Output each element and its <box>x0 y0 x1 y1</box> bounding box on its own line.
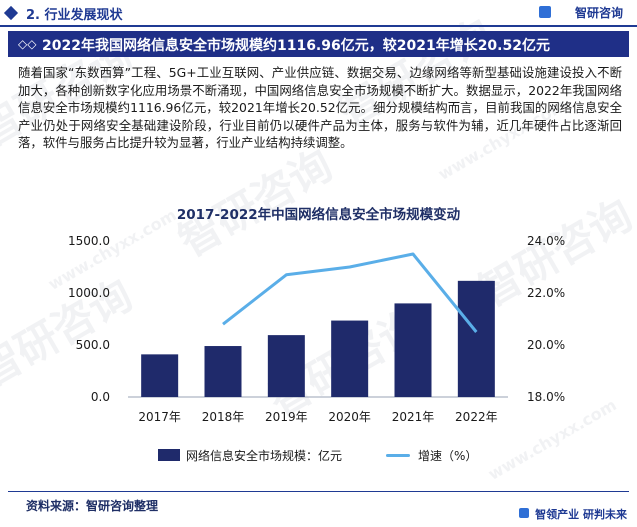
section-title: 2. 行业发展现状 <box>26 8 123 23</box>
double-diamond-icon: ◇◇ <box>18 37 37 51</box>
chart-bar <box>457 280 495 397</box>
growth-line <box>222 252 478 333</box>
legend-bar-label: 网络信息安全市场规模：亿元 <box>186 449 343 463</box>
legend-line-label: 增速（%） <box>418 449 478 463</box>
chart-bar <box>331 320 369 397</box>
footer-slogan: 智领产业 研判未来 <box>535 508 627 521</box>
y-right-tick-label: 18.0% <box>527 390 565 404</box>
chart-legend: 网络信息安全市场规模：亿元 增速（%） <box>0 446 637 464</box>
y-left-tick-label: 1000.0 <box>68 286 110 300</box>
body-paragraph: 随着国家“东数西算”工程、5G+工业互联网、产业供应链、数据交易、边缘网络等新型… <box>18 65 622 151</box>
top-bar: 2. 行业发展现状 智研咨询 <box>0 0 637 26</box>
y-left-tick-label: 500.0 <box>76 338 110 352</box>
x-tick-label: 2021年 <box>392 410 435 424</box>
bottom-divider <box>8 491 629 492</box>
y-left-tick-label: 1500.0 <box>68 234 110 248</box>
x-tick-label: 2022年 <box>455 410 498 424</box>
brand-name: 智研咨询 <box>574 6 623 20</box>
legend-line-swatch <box>386 454 410 457</box>
x-tick-label: 2017年 <box>138 410 181 424</box>
x-tick-label: 2018年 <box>202 410 245 424</box>
source-note: 资料来源：智研咨询整理 <box>26 499 159 513</box>
chart-bar <box>267 335 305 397</box>
y-left-tick-label: 0.0 <box>91 390 110 404</box>
y-right-tick-label: 20.0% <box>527 338 565 352</box>
headline-text: 2022年我国网络信息安全市场规模约1116.96亿元，较2021年增长20.5… <box>42 38 550 54</box>
brand-logo-icon <box>539 6 551 18</box>
top-divider <box>0 25 637 27</box>
x-tick-label: 2020年 <box>328 410 371 424</box>
x-tick-label: 2019年 <box>265 410 308 424</box>
chart-title: 2017-2022年中国网络信息安全市场规模变动 <box>176 207 461 223</box>
brand-logo-icon <box>519 508 529 518</box>
y-right-tick-label: 24.0% <box>527 234 565 248</box>
headline-banner: ◇◇ 2022年我国网络信息安全市场规模约1116.96亿元，较2021年增长2… <box>8 31 629 57</box>
y-right-tick-label: 22.0% <box>527 286 565 300</box>
chart-bar <box>204 346 242 397</box>
chart-bar <box>141 354 179 397</box>
chart-bar <box>394 303 432 397</box>
legend-bar-swatch <box>158 449 180 461</box>
